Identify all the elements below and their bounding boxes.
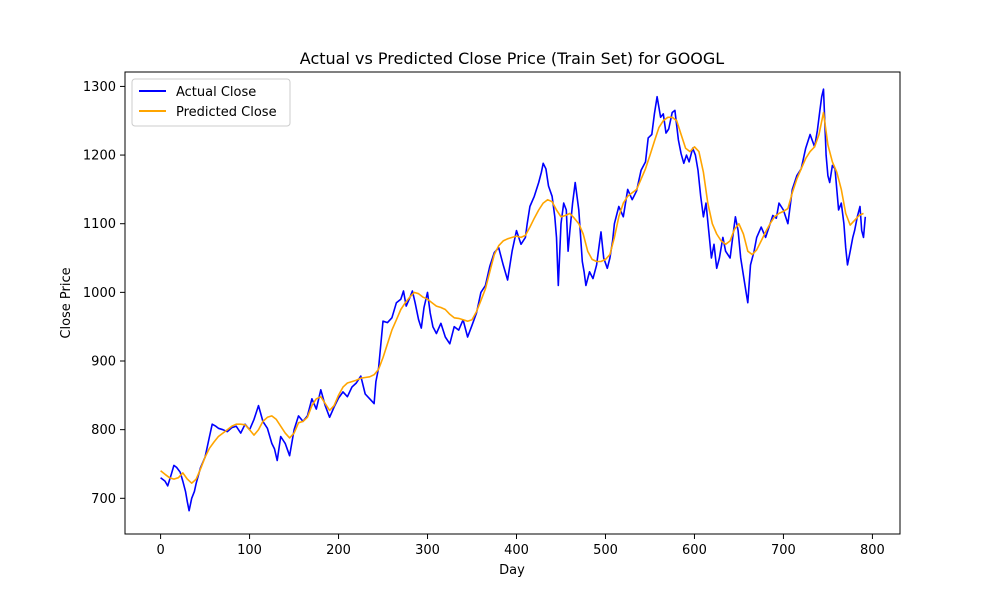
y-tick-label: 1100	[83, 217, 116, 232]
y-tick-label: 700	[91, 492, 116, 507]
plot-frame	[124, 71, 901, 535]
legend-label-actual-close: Actual Close	[176, 85, 256, 100]
x-tick-label: 400	[504, 543, 529, 558]
y-tick-label: 1300	[83, 80, 116, 95]
y-tick-label: 1000	[83, 286, 116, 301]
series-layer	[160, 88, 867, 512]
x-tick-label: 700	[771, 543, 796, 558]
y-tick-label: 1200	[83, 149, 116, 164]
series-line-predicted-close	[160, 111, 864, 484]
x-tick-label: 200	[326, 543, 351, 558]
legend-box	[131, 78, 291, 127]
x-axis-label: Day	[499, 563, 525, 578]
x-tick-label: 500	[593, 543, 618, 558]
y-axis: 700 800 900 1000 1100 1200 1300	[83, 80, 125, 507]
x-tick-label: 0	[156, 543, 164, 558]
x-axis: 0 100 200 300 400 500 600 700 800	[156, 534, 885, 558]
y-axis-label: Close Price	[59, 267, 74, 338]
x-tick-label: 800	[860, 543, 885, 558]
legend-label-predicted-close: Predicted Close	[176, 105, 277, 120]
chart-title: Actual vs Predicted Close Price (Train S…	[300, 49, 724, 68]
y-tick-label: 900	[91, 355, 116, 370]
x-tick-label: 100	[237, 543, 262, 558]
x-tick-label: 300	[415, 543, 440, 558]
plot-area	[125, 72, 900, 534]
legend: Actual Close Predicted Close	[131, 78, 291, 127]
series-line-actual-close	[160, 88, 867, 512]
y-tick-label: 800	[91, 423, 116, 438]
x-tick-label: 600	[682, 543, 707, 558]
